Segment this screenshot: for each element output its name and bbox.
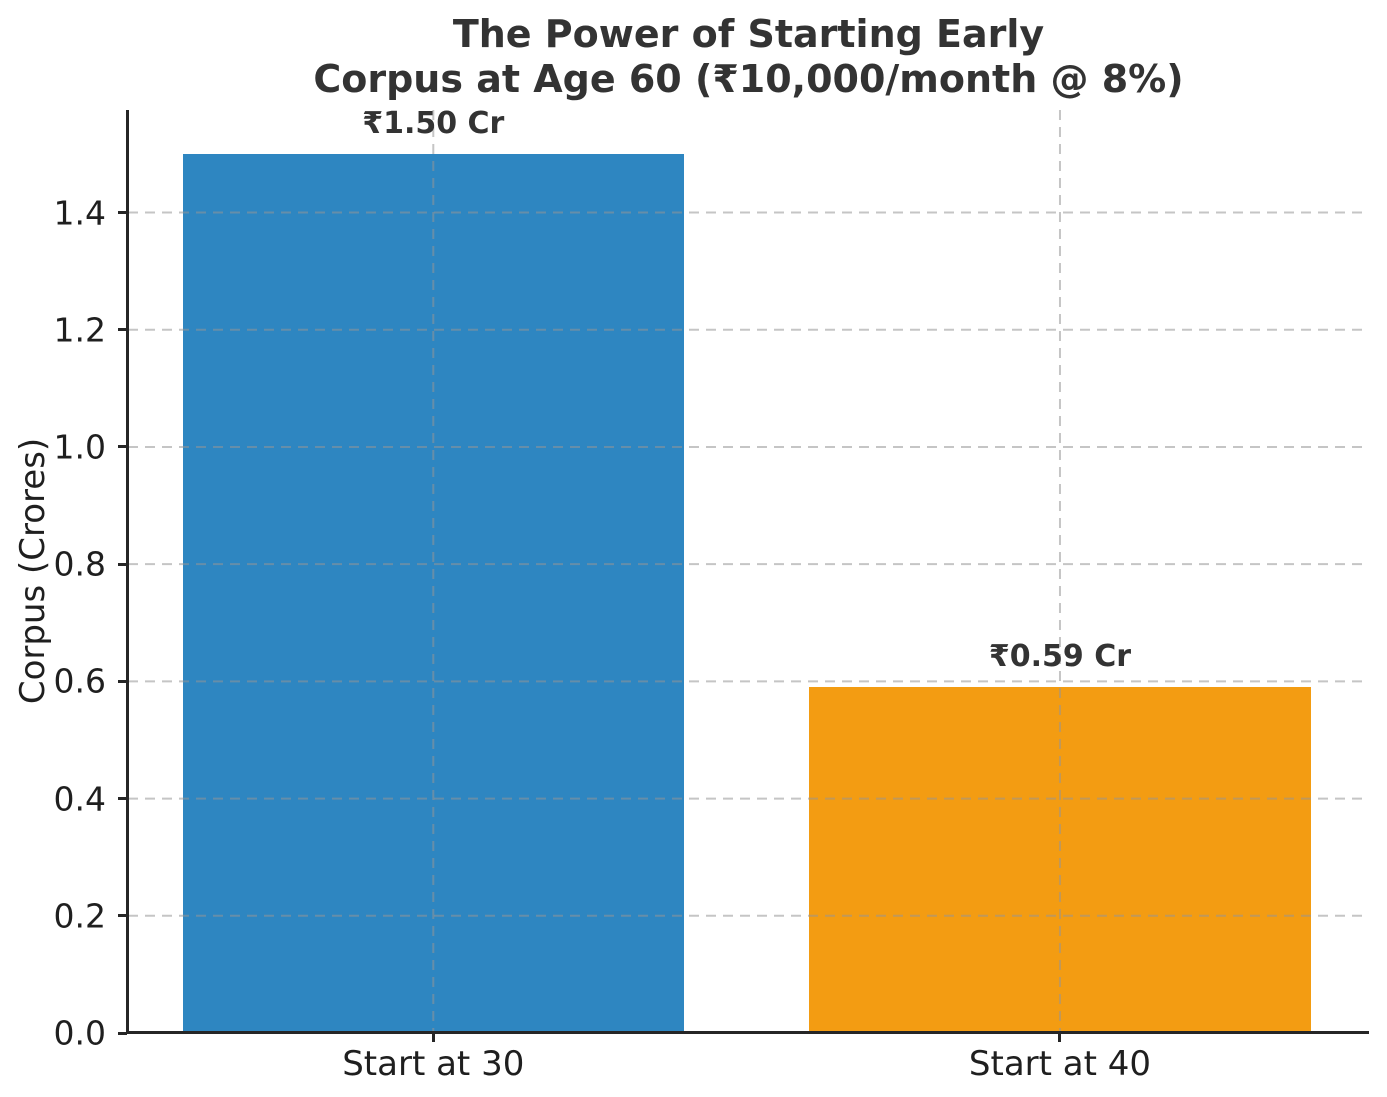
y-tick-mark [118,797,127,801]
x-tick-mark [431,1034,435,1042]
y-tick-label: 1.4 [53,193,106,233]
chart-title: The Power of Starting Early Corpus at Ag… [128,12,1369,102]
y-tick-label: 0.4 [53,779,106,819]
bar-1 [182,153,684,1033]
y-tick-label: 1.2 [53,310,106,350]
x-tick-label: Start at 30 [342,1044,525,1084]
y-tick-mark [118,914,127,918]
chart-title-line2: Corpus at Age 60 (₹10,000/month @ 8%) [313,57,1184,101]
plot-area [128,110,1369,1033]
x-tick-label: Start at 40 [968,1044,1152,1084]
y-tick-label: 0.6 [53,661,106,701]
y-tick-label: 0.0 [53,1013,106,1053]
bar-value-label: ₹1.50 Cr [362,105,505,141]
x-axis-spine [126,1031,1369,1034]
y-tick-mark [118,211,127,215]
y-tick-label: 0.2 [53,896,106,936]
bar-2 [809,687,1311,1033]
y-tick-label: 1.0 [53,427,106,467]
y-tick-label: 0.8 [53,544,106,584]
y-tick-mark [118,562,127,566]
chart-title-line1: The Power of Starting Early [452,12,1045,56]
y-tick-mark [118,1031,127,1035]
y-tick-mark [118,445,127,449]
y-tick-mark [118,679,127,683]
x-tick-mark [1058,1034,1062,1042]
bar-value-label: ₹0.59 Cr [988,639,1132,675]
y-tick-mark [118,328,127,332]
y-axis-spine [126,110,129,1033]
